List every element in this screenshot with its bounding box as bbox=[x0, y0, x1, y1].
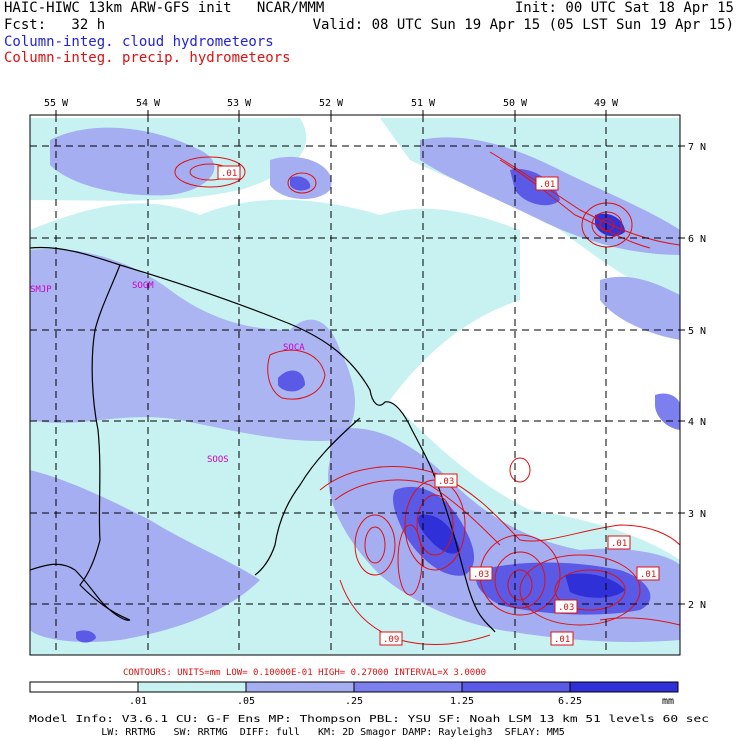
contour-label: .01 bbox=[554, 635, 570, 645]
contour-label: .01 bbox=[539, 180, 555, 190]
precip-field-label: Column-integ. precip. hydrometeors bbox=[4, 50, 291, 66]
colorbar bbox=[29, 681, 679, 693]
colorbar-tick: .25 bbox=[345, 696, 363, 707]
contour-label: .03 bbox=[473, 570, 489, 580]
colorbar-tick: 1.25 bbox=[450, 696, 474, 707]
colorbar-unit: mm bbox=[662, 696, 674, 707]
station-soos: SOOS bbox=[207, 455, 229, 465]
model-info-line2: LW: RRTMG SW: RRTMG DIFF: full KM: 2D Sm… bbox=[29, 727, 565, 738]
colorbar-tick: 6.25 bbox=[558, 696, 582, 707]
lat-labels: 7 N 6 N 5 N 4 N 3 N 2 N bbox=[688, 142, 706, 611]
colorbar-tick: .05 bbox=[237, 696, 255, 707]
lat-label: 5 N bbox=[688, 326, 706, 337]
lon-label: 52 W bbox=[319, 98, 344, 109]
colorbar-ticks: .01 .05 .25 1.25 6.25 mm bbox=[129, 696, 674, 707]
contour-label: .09 bbox=[383, 635, 399, 645]
station-smjp: SMJP bbox=[30, 285, 52, 295]
station-soca: SOCA bbox=[283, 343, 305, 353]
contour-label: .01 bbox=[221, 169, 237, 179]
contour-label: .01 bbox=[611, 539, 627, 549]
coastline bbox=[30, 246, 496, 633]
lon-label: 55 W bbox=[44, 98, 69, 109]
colorbar-tick: .01 bbox=[129, 696, 147, 707]
lon-label: 51 W bbox=[411, 98, 436, 109]
contour-label: .03 bbox=[438, 477, 454, 487]
axis-ticks bbox=[55, 110, 685, 605]
lat-label: 4 N bbox=[688, 417, 706, 428]
lon-label: 50 W bbox=[503, 98, 528, 109]
lon-label: 53 W bbox=[227, 98, 252, 109]
station-labels: SMJP SOGM SOCA SOOS bbox=[30, 281, 305, 465]
lat-label: 2 N bbox=[688, 600, 706, 611]
lon-label: 54 W bbox=[136, 98, 161, 109]
init-time: Init: 00 UTC Sat 18 Apr 15 bbox=[514, 0, 734, 16]
title-line: HAIC-HIWC 13km ARW-GFS init NCAR/MMM bbox=[4, 0, 325, 16]
contour-label: .03 bbox=[558, 603, 574, 613]
contour-info: CONTOURS: UNITS=mm LOW= 0.10000E-01 HIGH… bbox=[123, 668, 486, 678]
lon-labels: 55 W 54 W 53 W 52 W 51 W 50 W 49 W bbox=[44, 98, 619, 109]
lat-label: 3 N bbox=[688, 509, 706, 520]
map-frame bbox=[29, 114, 681, 656]
lon-label: 49 W bbox=[594, 98, 619, 109]
lat-lon-grid bbox=[30, 115, 680, 655]
hydrometeor-fill bbox=[30, 115, 680, 655]
lat-label: 7 N bbox=[688, 142, 706, 153]
valid-time: Valid: 08 UTC Sun 19 Apr 15 (05 LST Sun … bbox=[312, 17, 734, 33]
station-sogm: SOGM bbox=[132, 281, 154, 291]
contour-label: .01 bbox=[640, 570, 656, 580]
contour-labels: .01 .01 .01 .03 .03 .03 .01 .01 .09 bbox=[217, 165, 660, 646]
lat-label: 6 N bbox=[688, 234, 706, 245]
model-info-line1: Model Info: V3.6.1 CU: G-F Ens MP: Thomp… bbox=[29, 714, 709, 725]
forecast-hour: Fcst: 32 h bbox=[4, 17, 106, 33]
cloud-field-label: Column-integ. cloud hydrometeors bbox=[4, 34, 274, 50]
